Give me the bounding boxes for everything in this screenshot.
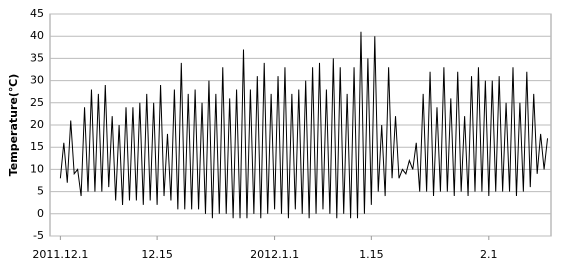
y-tick-label: 20	[30, 118, 44, 131]
x-tick-label: 12.15	[141, 248, 173, 261]
y-tick-label: 10	[30, 162, 44, 175]
y-tick-label: 35	[30, 51, 44, 64]
x-tick-label: 2011.12.1	[32, 248, 88, 261]
y-axis-label: Temperature(℃)	[7, 74, 20, 177]
y-tick-label: 40	[30, 29, 44, 42]
x-tick-label: 2.1	[480, 248, 498, 261]
y-tick-label: 25	[30, 96, 44, 109]
x-tick-label: 1.15	[359, 248, 384, 261]
y-tick-label: 5	[37, 185, 44, 198]
y-tick-label: 45	[30, 7, 44, 20]
y-tick-label: 0	[37, 207, 44, 220]
x-tick-label: 2012.1.1	[250, 248, 299, 261]
y-tick-label: -5	[33, 229, 44, 242]
temperature-line	[59, 31, 549, 219]
y-tick-label: 30	[30, 74, 44, 87]
y-tick-label: 15	[30, 140, 44, 153]
